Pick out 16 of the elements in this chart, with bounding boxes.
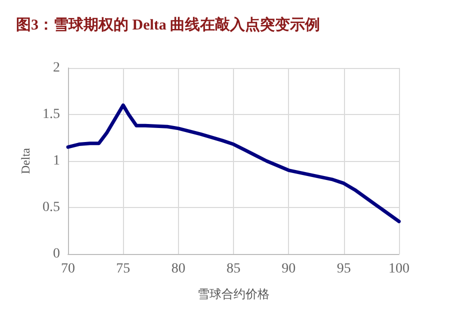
y-tick-label: 1.5 (42, 107, 60, 122)
x-tick-label: 80 (171, 262, 186, 276)
x-tick-label: 90 (282, 262, 296, 276)
line-series (66, 103, 401, 224)
x-tick-label: 85 (226, 262, 240, 276)
y-tick-label: 2 (53, 60, 60, 76)
chart-title: 图3：雪球期权的 Delta 曲线在敲入点突变示例 (16, 16, 320, 34)
y-tick-label: 1 (53, 154, 60, 168)
y-tick-label: 0.5 (42, 200, 60, 215)
x-tick-label: 70 (61, 262, 75, 276)
x-tick-label: 100 (388, 262, 410, 276)
x-tick-label: 75 (116, 262, 130, 276)
x-axis-title: 雪球合约价格 (198, 287, 270, 301)
x-tick-label: 95 (336, 262, 351, 276)
y-tick-label: 0 (53, 246, 60, 262)
y-axis-title: Delta (18, 147, 33, 174)
